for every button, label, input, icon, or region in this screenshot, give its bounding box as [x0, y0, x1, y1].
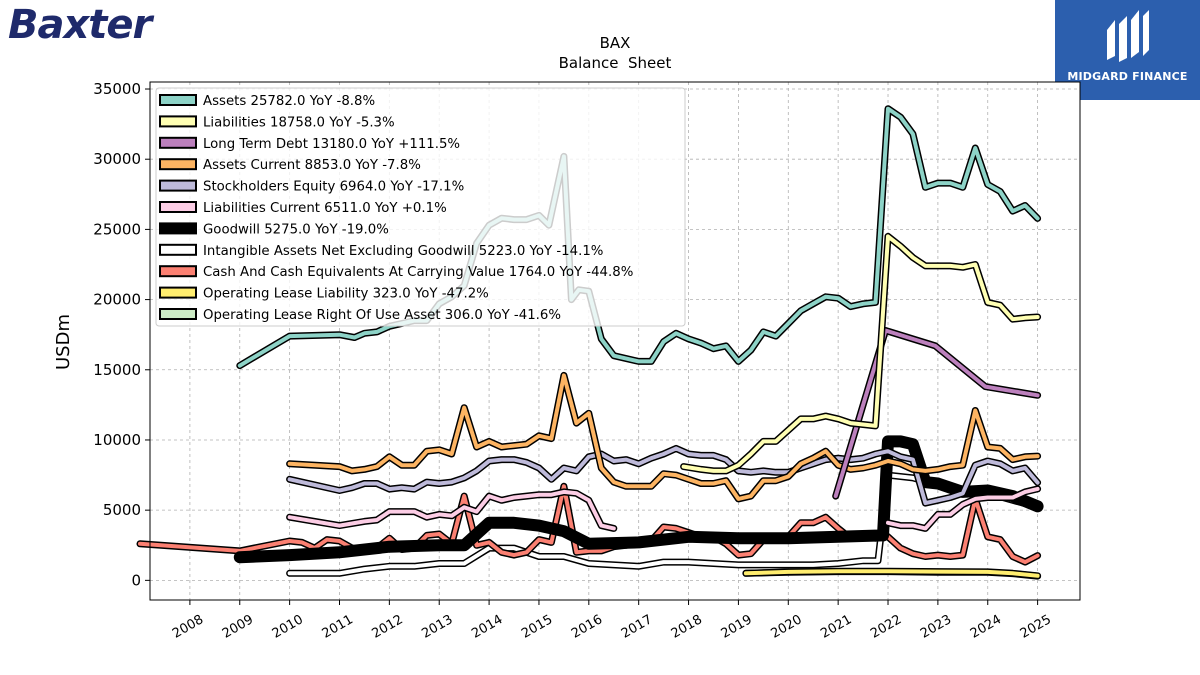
legend-label: Operating Lease Liability 323.0 YoY -47.…: [203, 287, 489, 302]
series-2: [832, 327, 1042, 500]
midgard-finance-wordmark: MIDGARD FINANCE: [1067, 70, 1188, 83]
x-tick-label: 2013: [419, 612, 455, 642]
x-tick-label: 2020: [768, 612, 804, 642]
y-axis: 0 5000 10000 15000 20000 25000 30000 35000: [93, 80, 150, 589]
x-tick-label: 2025: [1018, 612, 1054, 642]
chart-subtitle: Balance Sheet: [559, 54, 672, 72]
legend-swatch: [159, 94, 197, 106]
y-tick-label: 5000: [103, 501, 141, 519]
y-tick-label: 35000: [93, 80, 141, 98]
legend-swatch: [159, 243, 197, 256]
legend-item: Goodwill 5275.0 YoY -19.0%: [159, 222, 389, 237]
y-tick-label: 30000: [93, 150, 141, 168]
legend-label: Goodwill 5275.0 YoY -19.0%: [203, 222, 389, 237]
series-6: [233, 435, 1044, 564]
legend-item: Operating Lease Liability 323.0 YoY -47.…: [159, 286, 489, 302]
legend-label: Stockholders Equity 6964.0 YoY -17.1%: [203, 180, 464, 195]
x-tick-label: 2022: [868, 612, 904, 642]
x-tick-label: 2009: [220, 612, 256, 642]
series-outline: [233, 435, 1044, 564]
legend-box: [155, 87, 686, 327]
series-9: [742, 567, 1042, 580]
legend-item: Long Term Debt 13180.0 YoY +111.5%: [159, 136, 460, 152]
legend-item: Assets Current 8853.0 YoY -7.8%: [159, 158, 421, 173]
legend-swatch: [159, 136, 197, 149]
y-tick-label: 10000: [93, 431, 141, 449]
legend-item: Liabilities Current 6511.0 YoY +0.1%: [159, 201, 447, 216]
legend: Assets 25782.0 YoY -8.8% Liabilities 1875…: [155, 87, 686, 327]
legend-item: Cash And Cash Equivalents At Carrying Va…: [159, 265, 633, 280]
x-axis: 2008 2009 2010 2011 2012 2013 2014 2015 2016 2017…: [170, 600, 1054, 642]
legend-swatch: [159, 308, 197, 320]
midgard-emblem-icon: [1055, 0, 1200, 100]
x-tick-label: 2023: [918, 612, 954, 642]
x-tick-label: 2021: [818, 612, 854, 642]
legend-swatch: [159, 115, 197, 128]
legend-item: Intangible Assets Net Excluding Goodwill…: [159, 243, 603, 259]
x-tick-label: 2024: [968, 612, 1004, 642]
legend-swatch: [159, 179, 197, 192]
x-tick-label: 2011: [320, 612, 356, 642]
legend-label: Intangible Assets Net Excluding Goodwill…: [203, 244, 603, 259]
x-tick-label: 2018: [669, 612, 705, 642]
y-tick-label: 15000: [93, 361, 141, 379]
series-line: [681, 234, 1040, 473]
y-tick-label: 25000: [93, 220, 141, 238]
x-tick-label: 2017: [619, 612, 655, 642]
legend-swatch: [159, 286, 197, 299]
series-1: [680, 232, 1042, 475]
x-tick-label: 2016: [569, 612, 605, 642]
legend-label: Assets 25782.0 YoY -8.8%: [203, 94, 375, 109]
x-tick-label: 2012: [370, 612, 406, 642]
series-3: [286, 371, 1042, 503]
legend-item: Stockholders Equity 6964.0 YoY -17.1%: [159, 179, 464, 195]
legend-swatch: [159, 201, 197, 213]
y-tick-label: 0: [131, 571, 141, 589]
series-5: [884, 485, 1042, 532]
baxter-logo: Baxter: [8, 2, 152, 48]
series-line: [287, 489, 616, 531]
series-5: [286, 488, 618, 532]
legend-label: Long Term Debt 13180.0 YoY +111.5%: [203, 137, 460, 152]
x-tick-label: 2014: [469, 612, 505, 642]
series-line: [886, 486, 1040, 531]
x-tick-label: 2010: [270, 612, 306, 642]
y-tick-label: 20000: [93, 291, 141, 309]
legend-label: Cash And Cash Equivalents At Carrying Va…: [203, 265, 633, 280]
legend-item: Operating Lease Right Of Use Asset 306.0…: [159, 308, 561, 323]
legend-swatch: [159, 158, 197, 171]
series-line: [743, 569, 1040, 578]
series-line: [287, 373, 1040, 501]
midgard-finance-logo: MIDGARD FINANCE: [1055, 0, 1200, 100]
legend-swatch: [159, 265, 197, 278]
series-line: [287, 446, 1040, 506]
x-tick-label: 2015: [519, 612, 555, 642]
y-axis-label: USDm: [53, 314, 74, 370]
series-4: [286, 444, 1042, 507]
x-tick-label: 2008: [170, 612, 206, 642]
legend-label: Assets Current 8853.0 YoY -7.8%: [203, 158, 421, 173]
legend-label: Liabilities Current 6511.0 YoY +0.1%: [203, 201, 447, 216]
legend-label: Operating Lease Right Of Use Asset 306.0…: [203, 308, 561, 323]
plot-frame: [149, 81, 1081, 601]
series-line: [833, 328, 1040, 499]
series-lines: [136, 105, 1044, 580]
legend-label: Liabilities 18758.0 YoY -5.3%: [203, 115, 395, 130]
legend-swatch: [159, 222, 197, 235]
chart-title: BAX: [600, 34, 631, 52]
x-tick-label: 2019: [719, 612, 755, 642]
legend-item: Assets 25782.0 YoY -8.8%: [159, 94, 375, 109]
legend-item: Liabilities 18758.0 YoY -5.3%: [159, 115, 395, 130]
